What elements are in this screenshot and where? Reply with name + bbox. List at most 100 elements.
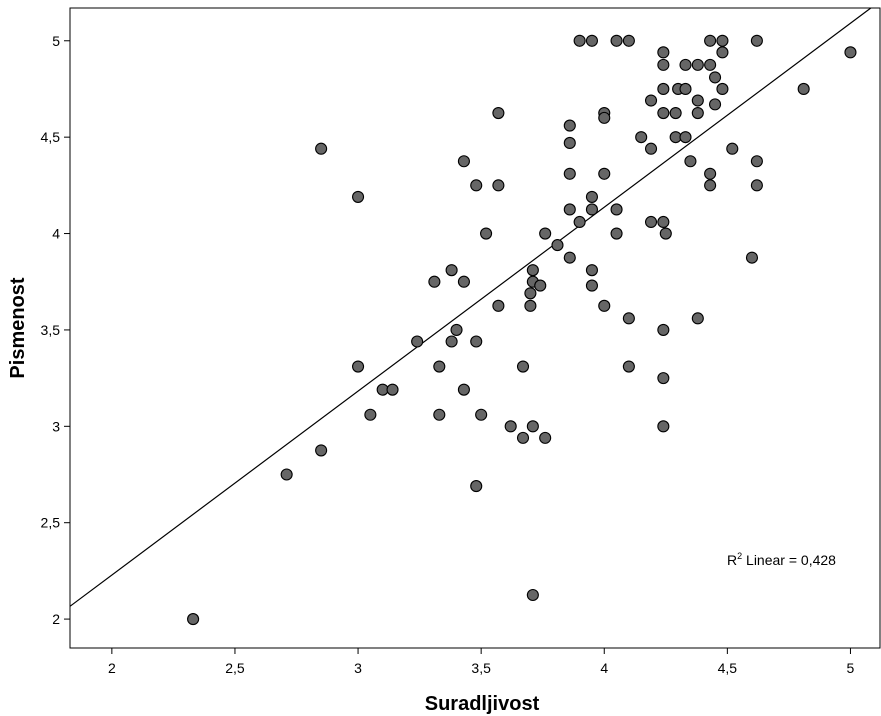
data-point (563, 119, 576, 132)
data-point (726, 142, 739, 155)
data-point (516, 360, 530, 373)
data-point (524, 299, 537, 312)
data-point (657, 215, 670, 229)
data-point (504, 420, 517, 433)
data-point (352, 190, 365, 203)
data-point (691, 107, 704, 120)
data-point (457, 155, 470, 168)
y-tick-label: 5 (52, 33, 60, 49)
data-point (644, 215, 658, 229)
data-point (470, 335, 483, 348)
data-point (669, 107, 682, 120)
data-point (691, 58, 704, 71)
data-point (470, 179, 483, 192)
data-point (433, 360, 446, 373)
data-point (534, 279, 547, 292)
data-point (352, 360, 365, 373)
data-point (704, 179, 717, 192)
data-point (573, 34, 586, 47)
data-point (492, 179, 505, 192)
data-point (716, 46, 729, 59)
data-point (563, 251, 576, 264)
data-point (457, 275, 470, 288)
data-point (526, 264, 539, 277)
data-point (480, 227, 493, 240)
data-point (610, 227, 623, 240)
data-point (644, 142, 658, 155)
data-point (585, 34, 598, 47)
data-point (563, 203, 576, 216)
data-point (364, 408, 377, 421)
data-point (585, 264, 598, 277)
data-point (526, 588, 539, 602)
y-tick-label: 2 (52, 611, 60, 627)
data-point (659, 227, 672, 240)
data-point (585, 190, 598, 203)
x-tick-label: 2 (108, 660, 116, 676)
regression-line (69, 7, 872, 607)
data-point (716, 34, 729, 47)
data-point (750, 34, 763, 47)
plot-frame (69, 7, 881, 649)
data-point (563, 167, 576, 180)
data-point (745, 251, 759, 264)
data-point (679, 82, 692, 96)
data-points (187, 34, 857, 626)
x-tick-label: 3 (354, 660, 362, 676)
data-point (679, 131, 692, 144)
data-point (457, 383, 470, 396)
data-point (622, 360, 635, 373)
data-point (704, 58, 717, 71)
data-point (622, 34, 635, 47)
x-tick-label: 3,5 (471, 660, 491, 676)
data-point (679, 58, 692, 71)
data-point (445, 335, 458, 348)
data-point (622, 312, 635, 325)
data-point (657, 107, 670, 120)
fit-line-group (69, 7, 872, 607)
data-point (844, 46, 857, 59)
data-point (750, 179, 763, 192)
data-point (598, 299, 611, 312)
data-point (573, 215, 586, 229)
y-tick-label: 4 (52, 226, 60, 242)
data-point (750, 155, 763, 168)
data-point (657, 420, 670, 433)
data-point (691, 312, 704, 325)
data-point (526, 420, 539, 433)
y-axis: 2 2,5 3 3,5 4 4,5 5 (41, 33, 70, 627)
data-point (315, 444, 328, 457)
data-point (598, 167, 611, 180)
x-axis: 2 2,5 3 3,5 4 4,5 5 (108, 648, 855, 676)
data-point (716, 82, 729, 96)
data-point (516, 431, 530, 444)
r2-annotation: R2 Linear = 0,428 (727, 551, 836, 568)
data-point (280, 468, 293, 481)
data-point (411, 335, 424, 348)
x-tick-label: 2,5 (225, 660, 245, 676)
data-point (585, 279, 598, 292)
y-axis-title: Pismenost (7, 277, 29, 378)
data-point (691, 94, 704, 107)
data-point (657, 82, 670, 96)
data-point (704, 167, 717, 180)
y-tick-label: 4,5 (41, 129, 61, 145)
data-point (708, 71, 722, 84)
data-point (187, 613, 200, 626)
data-point (492, 299, 505, 312)
data-point (524, 287, 537, 300)
data-point (797, 82, 810, 96)
data-point (445, 264, 458, 277)
x-tick-label: 4 (600, 660, 608, 676)
x-axis-title: Suradljivost (425, 693, 540, 715)
data-point (563, 136, 576, 149)
data-point (433, 408, 446, 421)
data-point (539, 227, 552, 240)
data-point (708, 98, 722, 111)
x-tick-label: 4,5 (718, 660, 738, 676)
data-point (657, 58, 670, 71)
data-point (428, 275, 441, 288)
x-tick-label: 5 (847, 660, 855, 676)
data-point (657, 372, 670, 385)
y-tick-label: 2,5 (41, 515, 61, 531)
